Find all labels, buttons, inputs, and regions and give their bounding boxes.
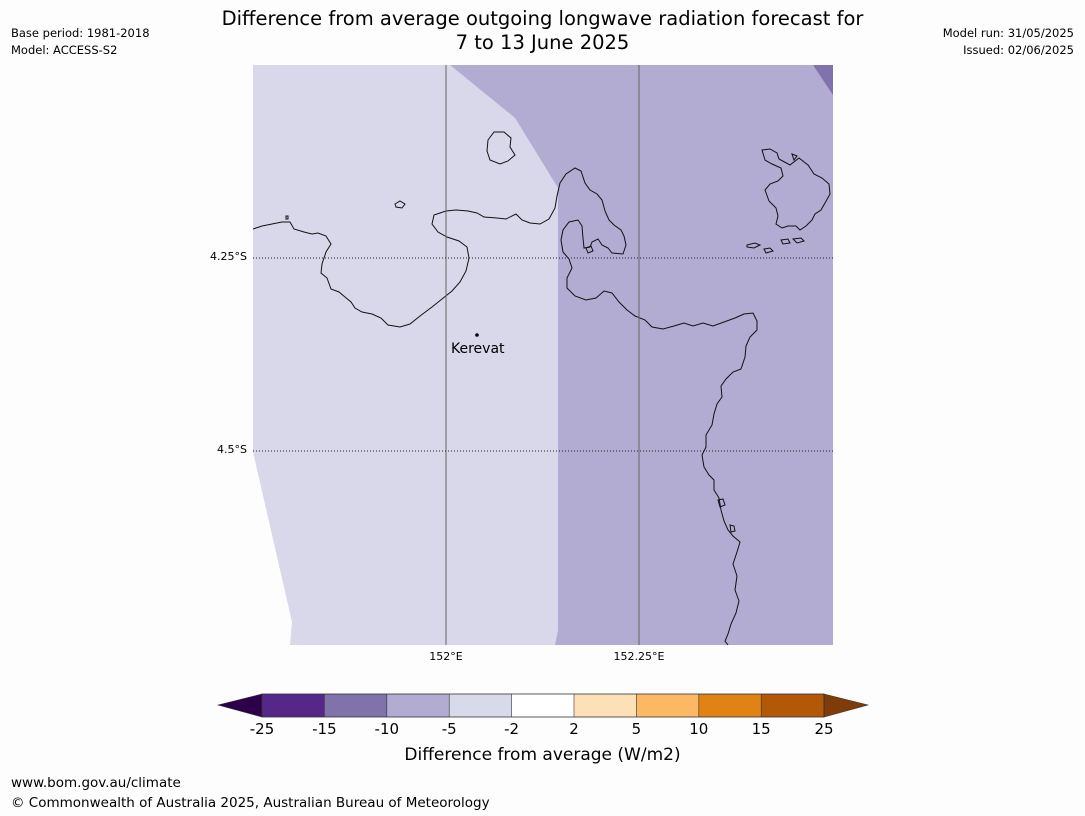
coastline <box>253 131 831 645</box>
kerevat-marker <box>475 333 479 337</box>
lon-label-152: 152°E <box>429 650 463 663</box>
colorbar-bin-7 <box>636 694 699 717</box>
colorbar-bin-1 <box>262 694 325 717</box>
anomaly-zone-light <box>253 65 558 645</box>
coastline-islet-2 <box>746 242 762 249</box>
coastline-islet-7 <box>585 245 594 254</box>
coastline-islet-8 <box>717 498 726 508</box>
colorbar-title: Difference from average (W/m2) <box>404 745 681 765</box>
anomaly-zone-medium <box>450 65 833 645</box>
coastline-small-island-north <box>486 131 516 165</box>
coastline-small-island-west <box>394 200 406 209</box>
colorbar-tick: 15 <box>751 720 771 738</box>
colorbar-tick: -2 <box>504 720 520 738</box>
colorbar-bin-3 <box>386 694 450 717</box>
colorbar-extend-low <box>216 693 263 718</box>
coastline-main <box>253 167 758 645</box>
model-run: Model run: 31/05/2025 <box>942 26 1074 40</box>
colorbar-tick: -10 <box>374 720 400 738</box>
colorbar <box>216 693 870 718</box>
map-title: Difference from average outgoing longwav… <box>0 7 1085 55</box>
coastline-islet-9 <box>729 524 736 533</box>
coastline-islet-6 <box>791 153 798 162</box>
place-label-kerevat: Kerevat <box>451 341 505 357</box>
colorbar-tick: 10 <box>689 720 709 738</box>
coastline-islet-5 <box>791 237 805 244</box>
colorbar-extend-high <box>823 693 870 718</box>
colorbar-bin-9 <box>761 694 824 717</box>
issued-date: Issued: 02/06/2025 <box>963 43 1074 57</box>
lon-label-152-25: 152.25°E <box>613 650 665 663</box>
colorbar-tick: 25 <box>814 720 834 738</box>
colorbar-bin-5 <box>511 694 574 717</box>
colorbar-tick: 2 <box>569 720 579 738</box>
anomaly-zone-dark <box>813 65 833 95</box>
coastline-islet <box>285 215 289 220</box>
map-panel <box>253 65 833 645</box>
colorbar-bin-2 <box>324 694 387 717</box>
colorbar-tick: 5 <box>631 720 642 738</box>
header-right: Model run: 31/05/2025 Issued: 02/06/2025 <box>943 25 1074 59</box>
colorbar-bin-4 <box>449 694 512 717</box>
colorbar-tick: -5 <box>441 720 457 738</box>
footer-copyright: © Commonwealth of Australia 2025, Austra… <box>11 795 490 811</box>
colorbar-dividers <box>324 694 762 717</box>
colorbar-tick: -25 <box>249 720 275 738</box>
coastline-islet-3 <box>763 247 774 254</box>
model-name: Model: ACCESS-S2 <box>11 43 118 57</box>
graticule <box>253 65 833 645</box>
lat-label-4-5: 4.5°S <box>217 443 247 456</box>
header-left: Base period: 1981-2018 Model: ACCESS-S2 <box>11 25 150 59</box>
footer-website: www.bom.gov.au/climate <box>11 775 181 791</box>
title-line-2: 7 to 13 June 2025 <box>455 31 630 54</box>
colorbar-bin-6 <box>574 694 637 717</box>
coastline-islet-4 <box>780 238 791 245</box>
lat-label-4-25: 4.25°S <box>210 250 247 263</box>
colorbar-bin-8 <box>698 694 762 717</box>
title-line-1: Difference from average outgoing longwav… <box>221 7 864 30</box>
colorbar-tick: -15 <box>312 720 337 738</box>
colorbar-outline <box>261 693 825 718</box>
coastline-duke-of-york <box>761 148 831 231</box>
base-period: Base period: 1981-2018 <box>11 26 150 40</box>
